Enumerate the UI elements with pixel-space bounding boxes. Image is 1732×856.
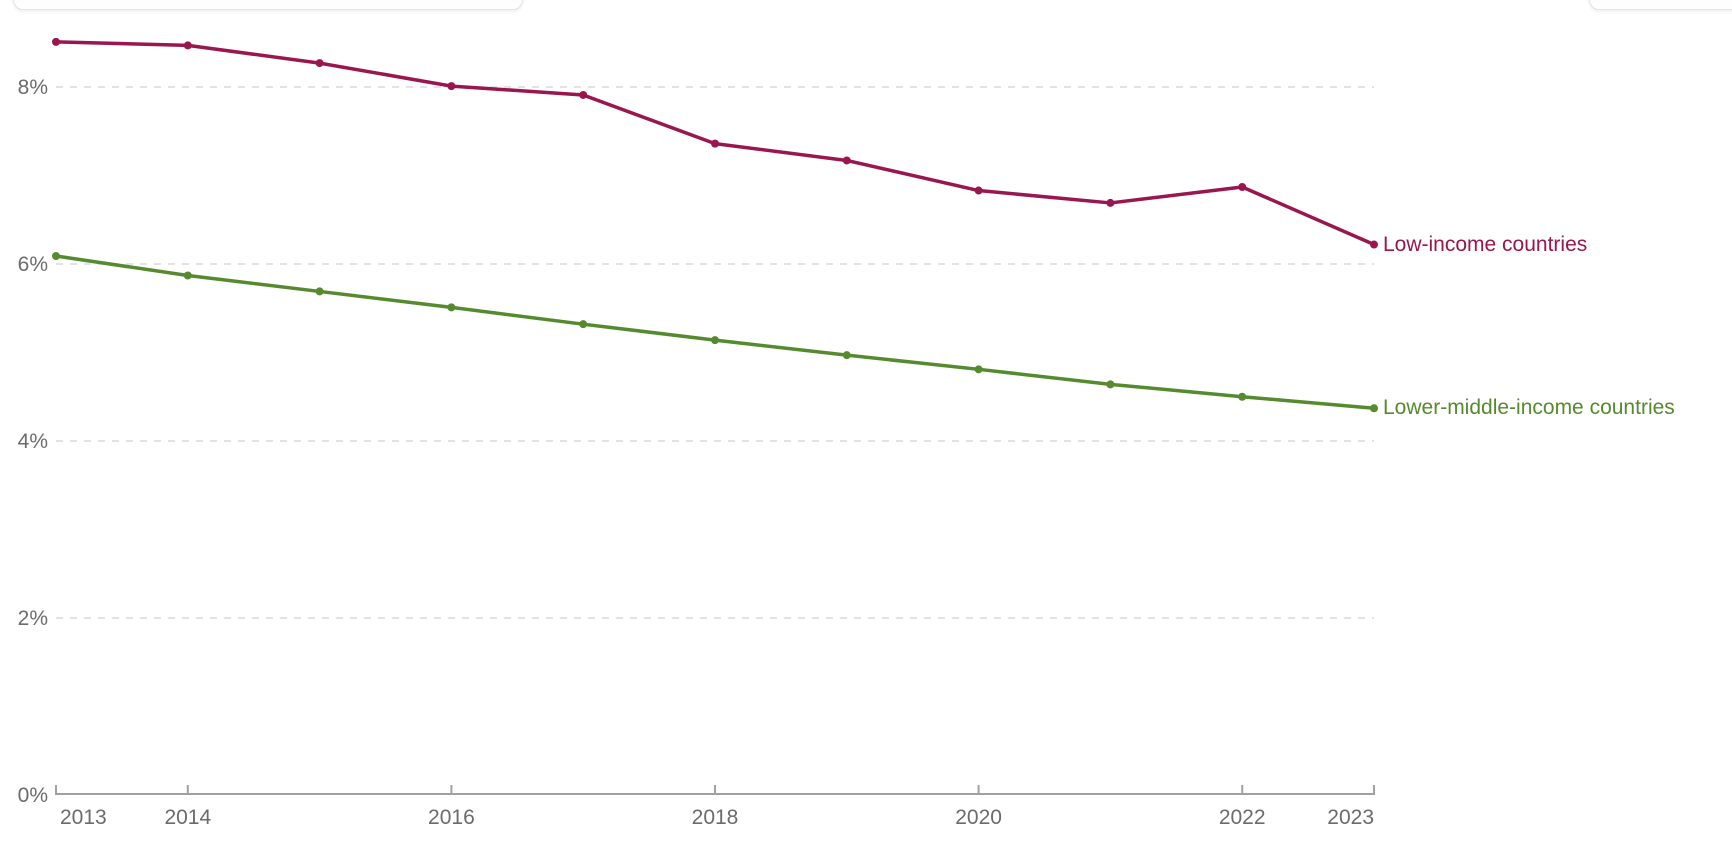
- data-point-lower-middle-income-countries-2017[interactable]: [579, 320, 588, 329]
- data-point-low-income-countries-2019[interactable]: [842, 156, 851, 165]
- data-point-lower-middle-income-countries-2022[interactable]: [1238, 392, 1247, 401]
- data-point-low-income-countries-2017[interactable]: [579, 90, 588, 99]
- data-point-low-income-countries-2022[interactable]: [1238, 183, 1247, 192]
- top-right-panel-fragment[interactable]: [1589, 0, 1732, 10]
- data-point-lower-middle-income-countries-2013[interactable]: [52, 252, 60, 261]
- x-axis-labels: 2013 2014 2016 2018 2020 2022 2023: [60, 806, 1374, 829]
- series-line-lower-middle-income-countries[interactable]: [54, 254, 1376, 411]
- x-tick-label-2020: 2020: [955, 806, 1002, 829]
- data-point-low-income-countries-2016[interactable]: [447, 82, 456, 91]
- data-point-low-income-countries-2015[interactable]: [315, 59, 324, 68]
- data-point-lower-middle-income-countries-2019[interactable]: [842, 351, 851, 360]
- series-label-lower-middle-income-countries[interactable]: Lower-middle-income countries: [1383, 396, 1675, 420]
- data-point-lower-middle-income-countries-2016[interactable]: [447, 303, 456, 312]
- y-tick-label-0pct: 0%: [18, 784, 48, 807]
- gridlines: [56, 86, 1374, 619]
- data-point-low-income-countries-2023[interactable]: [1370, 240, 1378, 249]
- x-tick-label-2018: 2018: [692, 806, 739, 829]
- y-tick-label-2pct: 2%: [18, 607, 48, 630]
- x-tick-label-2023: 2023: [1327, 806, 1374, 829]
- data-point-lower-middle-income-countries-2014[interactable]: [183, 271, 192, 280]
- x-tick-label-2022: 2022: [1219, 806, 1266, 829]
- x-tick-label-2013: 2013: [60, 806, 107, 829]
- y-tick-label-4pct: 4%: [18, 430, 48, 453]
- data-point-low-income-countries-2014[interactable]: [183, 41, 192, 50]
- x-axis: [55, 785, 1375, 795]
- y-axis-labels: 0% 2% 4% 6% 8%: [18, 76, 48, 807]
- series-label-low-income-countries[interactable]: Low-income countries: [1383, 232, 1588, 256]
- data-point-lower-middle-income-countries-2015[interactable]: [315, 287, 324, 296]
- x-tick-label-2014: 2014: [164, 806, 211, 829]
- data-point-low-income-countries-2020[interactable]: [974, 186, 983, 195]
- data-point-low-income-countries-2018[interactable]: [711, 139, 719, 148]
- y-tick-label-6pct: 6%: [18, 253, 48, 276]
- data-point-low-income-countries-2021[interactable]: [1106, 198, 1115, 207]
- data-point-lower-middle-income-countries-2018[interactable]: [711, 336, 719, 345]
- x-tick-label-2016: 2016: [428, 806, 475, 829]
- data-point-low-income-countries-2013[interactable]: [52, 37, 60, 46]
- data-point-lower-middle-income-countries-2020[interactable]: [974, 365, 983, 374]
- data-point-lower-middle-income-countries-2021[interactable]: [1106, 380, 1115, 389]
- top-left-panel-fragment[interactable]: [13, 0, 523, 10]
- y-tick-label-8pct: 8%: [18, 76, 48, 99]
- data-point-lower-middle-income-countries-2023[interactable]: [1370, 404, 1378, 413]
- series-lines: [52, 37, 1378, 413]
